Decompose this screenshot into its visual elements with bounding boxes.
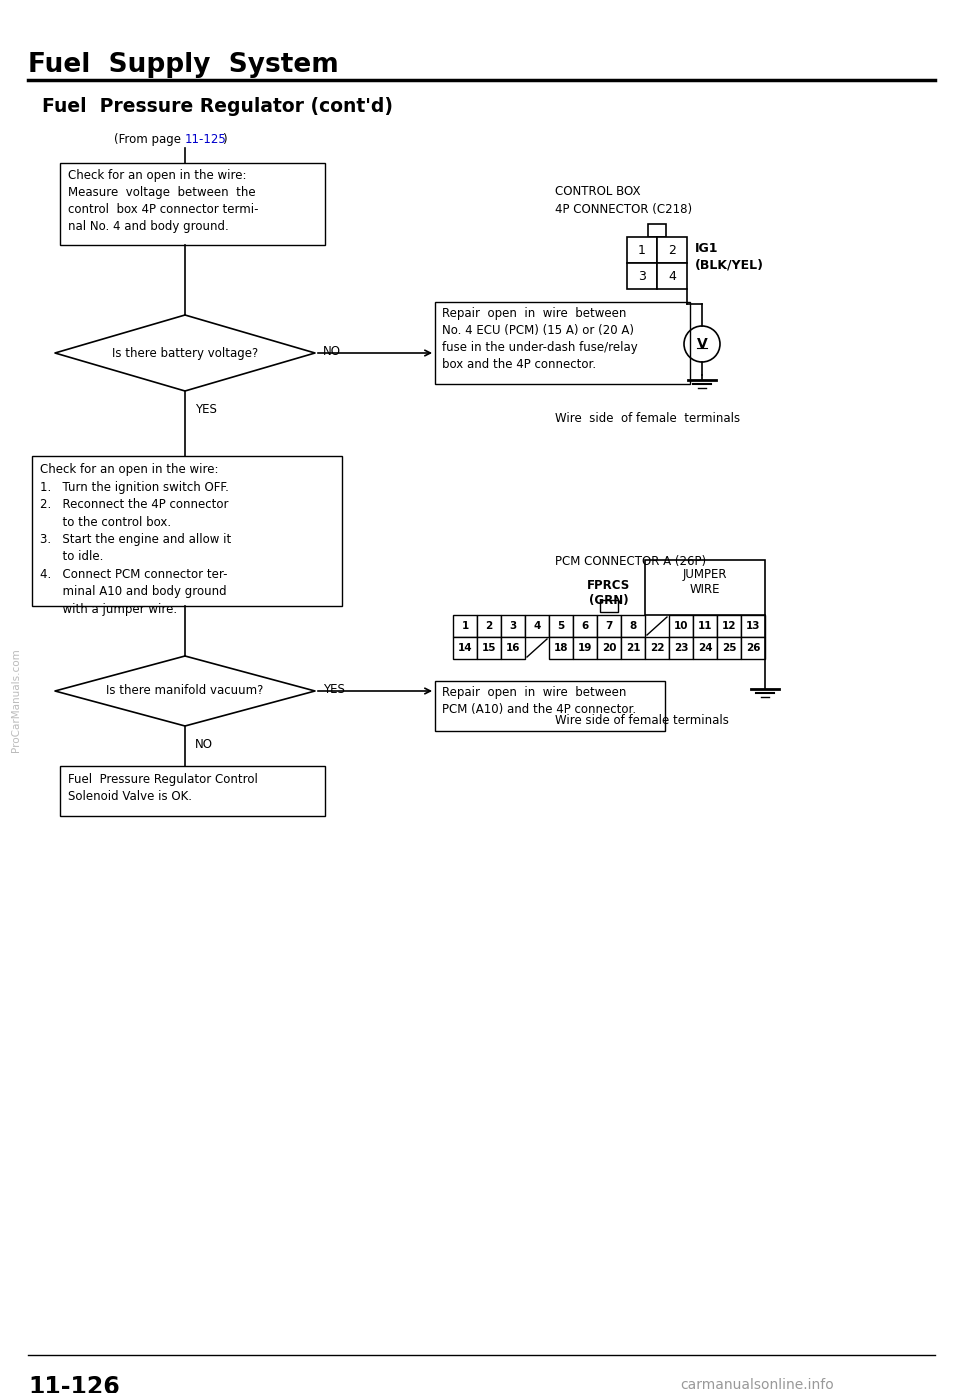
Text: 14: 14	[458, 644, 472, 653]
Text: V: V	[697, 337, 708, 351]
FancyBboxPatch shape	[693, 614, 717, 637]
FancyBboxPatch shape	[501, 614, 525, 637]
FancyBboxPatch shape	[657, 263, 687, 288]
Text: YES: YES	[195, 403, 217, 417]
FancyBboxPatch shape	[573, 637, 597, 659]
FancyBboxPatch shape	[645, 560, 765, 614]
FancyBboxPatch shape	[741, 614, 765, 637]
Text: 3: 3	[510, 621, 516, 631]
FancyBboxPatch shape	[60, 163, 325, 245]
Text: 2: 2	[486, 621, 492, 631]
Text: Is there battery voltage?: Is there battery voltage?	[112, 347, 258, 359]
Text: Fuel  Pressure Regulator (cont'd): Fuel Pressure Regulator (cont'd)	[42, 98, 393, 116]
FancyBboxPatch shape	[648, 224, 666, 237]
Text: 24: 24	[698, 644, 712, 653]
Text: 4: 4	[534, 621, 540, 631]
Text: 6: 6	[582, 621, 588, 631]
Text: 2: 2	[668, 244, 676, 256]
FancyBboxPatch shape	[549, 614, 573, 637]
Text: Check for an open in the wire:
Measure  voltage  between  the
control  box 4P co: Check for an open in the wire: Measure v…	[68, 169, 258, 233]
Text: 7: 7	[606, 621, 612, 631]
FancyBboxPatch shape	[453, 637, 477, 659]
Text: ProCarManuals.com: ProCarManuals.com	[11, 648, 21, 752]
Text: Check for an open in the wire:
1.   Turn the ignition switch OFF.
2.   Reconnect: Check for an open in the wire: 1. Turn t…	[40, 462, 231, 616]
FancyBboxPatch shape	[600, 600, 618, 612]
FancyBboxPatch shape	[573, 614, 597, 637]
FancyBboxPatch shape	[621, 637, 645, 659]
FancyBboxPatch shape	[627, 263, 657, 288]
FancyBboxPatch shape	[597, 637, 621, 659]
FancyBboxPatch shape	[693, 637, 717, 659]
Text: 10: 10	[674, 621, 688, 631]
Text: 8: 8	[630, 621, 636, 631]
FancyBboxPatch shape	[32, 456, 342, 606]
FancyBboxPatch shape	[669, 614, 693, 637]
Text: 11: 11	[698, 621, 712, 631]
Text: 21: 21	[626, 644, 640, 653]
Text: CONTROL BOX
4P CONNECTOR (C218): CONTROL BOX 4P CONNECTOR (C218)	[555, 185, 692, 216]
Text: 1: 1	[462, 621, 468, 631]
Text: 18: 18	[554, 644, 568, 653]
Text: 22: 22	[650, 644, 664, 653]
Text: YES: YES	[323, 683, 345, 696]
FancyBboxPatch shape	[435, 681, 665, 731]
Text: Repair  open  in  wire  between
PCM (A10) and the 4P connector.: Repair open in wire between PCM (A10) an…	[442, 685, 636, 716]
FancyBboxPatch shape	[501, 637, 525, 659]
Text: Wire side of female terminals: Wire side of female terminals	[555, 715, 729, 727]
FancyBboxPatch shape	[435, 302, 690, 384]
Text: 5: 5	[558, 621, 564, 631]
FancyBboxPatch shape	[669, 637, 693, 659]
Text: carmanualsonline.info: carmanualsonline.info	[680, 1378, 833, 1392]
Text: 23: 23	[674, 644, 688, 653]
Text: 20: 20	[602, 644, 616, 653]
FancyBboxPatch shape	[657, 237, 687, 263]
Text: NO: NO	[195, 738, 213, 751]
Polygon shape	[55, 315, 315, 391]
FancyBboxPatch shape	[60, 766, 325, 816]
Text: Is there manifold vacuum?: Is there manifold vacuum?	[107, 684, 264, 698]
FancyBboxPatch shape	[477, 637, 501, 659]
Text: 15: 15	[482, 644, 496, 653]
FancyBboxPatch shape	[549, 637, 573, 659]
Text: PCM CONNECTOR A (26P): PCM CONNECTOR A (26P)	[555, 554, 707, 568]
Text: Wire  side  of female  terminals: Wire side of female terminals	[555, 412, 740, 425]
FancyBboxPatch shape	[645, 637, 669, 659]
Text: ): )	[222, 132, 227, 146]
FancyBboxPatch shape	[741, 637, 765, 659]
Text: 11-126: 11-126	[28, 1375, 120, 1393]
Text: 19: 19	[578, 644, 592, 653]
FancyBboxPatch shape	[717, 614, 741, 637]
Text: 16: 16	[506, 644, 520, 653]
FancyBboxPatch shape	[717, 637, 741, 659]
Polygon shape	[55, 656, 315, 726]
Text: 13: 13	[746, 621, 760, 631]
Text: Fuel  Supply  System: Fuel Supply System	[28, 52, 339, 78]
Text: JUMPER
WIRE: JUMPER WIRE	[683, 568, 728, 596]
Text: Fuel  Pressure Regulator Control
Solenoid Valve is OK.: Fuel Pressure Regulator Control Solenoid…	[68, 773, 258, 802]
Text: Repair  open  in  wire  between
No. 4 ECU (PCM) (15 A) or (20 A)
fuse in the und: Repair open in wire between No. 4 ECU (P…	[442, 306, 637, 371]
FancyBboxPatch shape	[453, 614, 477, 637]
Text: FPRCS
(GRN): FPRCS (GRN)	[588, 579, 631, 607]
Text: 26: 26	[746, 644, 760, 653]
FancyBboxPatch shape	[477, 614, 501, 637]
Text: 1: 1	[638, 244, 646, 256]
Text: 4: 4	[668, 269, 676, 283]
Text: (From page: (From page	[114, 132, 185, 146]
Text: NO: NO	[323, 345, 341, 358]
FancyBboxPatch shape	[525, 614, 549, 637]
Text: IG1
(BLK/YEL): IG1 (BLK/YEL)	[695, 242, 764, 272]
Text: 11-125: 11-125	[185, 132, 227, 146]
FancyBboxPatch shape	[627, 237, 657, 263]
Text: 3: 3	[638, 269, 646, 283]
FancyBboxPatch shape	[621, 614, 645, 637]
Text: 25: 25	[722, 644, 736, 653]
Text: 12: 12	[722, 621, 736, 631]
FancyBboxPatch shape	[597, 614, 621, 637]
